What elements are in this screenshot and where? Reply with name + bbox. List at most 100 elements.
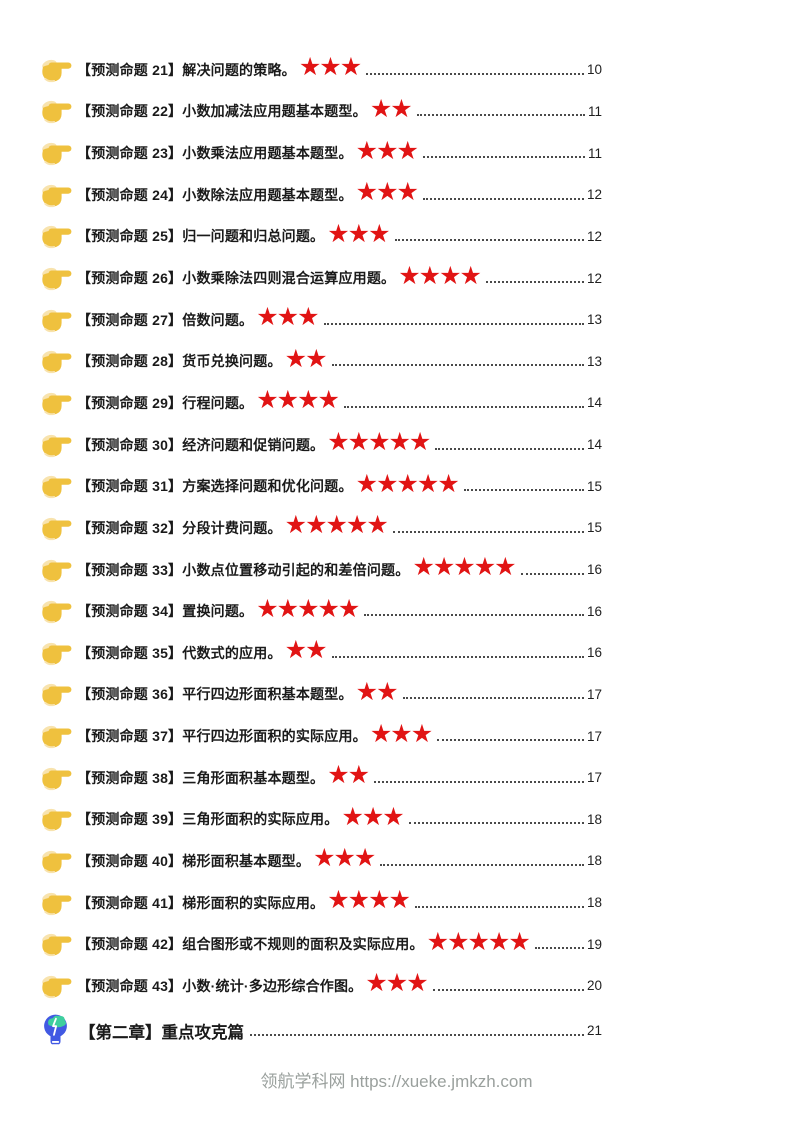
dot-leader <box>422 197 584 200</box>
toc-entry-label: 【预测命题 36】平行四边形面积基本题型。 <box>77 686 353 703</box>
toc-entry-page-number: 15 <box>586 478 602 494</box>
toc-entry[interactable]: 【预测命题 25】归一问题和归总问题。 ★★★ 12 <box>40 216 602 258</box>
pointing-finger-icon <box>42 850 72 874</box>
star-rating: ★★★ <box>365 969 428 998</box>
toc-entry[interactable]: 【预测命题 29】行程问题。 ★★★★ 14 <box>40 382 602 424</box>
toc-entry-page-number: 15 <box>586 520 602 536</box>
toc-entry-page-number: 13 <box>586 312 602 328</box>
star-rating: ★★★★ <box>256 386 340 415</box>
toc-entry-label: 【预测命题 24】小数除法应用题基本题型。 <box>77 186 353 203</box>
dot-leader <box>374 780 584 783</box>
toc-entry-label: 【预测命题 28】货币兑换问题。 <box>77 353 282 370</box>
star-rating: ★★★ <box>313 844 376 873</box>
toc-entry[interactable]: 【预测命题 31】方案选择问题和优化问题。 ★★★★★ 15 <box>40 465 602 507</box>
toc-entry[interactable]: 【预测命题 22】小数加减法应用题基本题型。 ★★ 11 <box>40 91 602 133</box>
toc-entry[interactable]: 【预测命题 42】组合图形或不规则的面积及实际应用。 ★★★★★ 19 <box>40 923 602 965</box>
toc-entry[interactable]: 【预测命题 33】小数点位置移动引起的和差倍问题。 ★★★★★ 16 <box>40 549 602 591</box>
toc-entry[interactable]: 【预测命题 39】三角形面积的实际应用。 ★★★ 18 <box>40 799 602 841</box>
toc-entry-page-number: 18 <box>586 895 602 911</box>
dot-leader <box>422 156 585 159</box>
toc-entry-label: 【预测命题 27】倍数问题。 <box>77 311 254 328</box>
star-rating: ★★ <box>355 677 399 706</box>
dot-leader <box>380 863 584 866</box>
toc-entry[interactable]: 【预测命题 21】解决问题的策略。 ★★★ 10 <box>40 49 602 91</box>
dot-leader <box>416 114 585 117</box>
pointing-finger-icon <box>42 351 72 374</box>
toc-entry[interactable]: 【预测命题 27】倍数问题。 ★★★ 13 <box>40 299 602 341</box>
toc-entry-label: 【预测命题 42】组合图形或不规则的面积及实际应用。 <box>77 936 424 953</box>
toc-entry-label: 【预测命题 35】代数式的应用。 <box>77 644 282 661</box>
star-rating: ★★★★ <box>398 261 482 290</box>
toc-entry-page-number: 16 <box>586 645 602 661</box>
dot-leader <box>485 281 584 284</box>
toc-chapter-entry[interactable]: 【第二章】重点攻克篇 21 <box>40 1009 602 1053</box>
dot-leader <box>437 739 584 742</box>
toc-entry-label: 【预测命题 30】经济问题和促销问题。 <box>77 436 325 453</box>
star-rating: ★★★★★ <box>426 927 531 956</box>
pointing-finger-icon <box>42 226 72 249</box>
dot-leader <box>402 697 584 700</box>
toc-entry[interactable]: 【预测命题 35】代数式的应用。 ★★ 16 <box>40 632 602 674</box>
toc-entry-page-number: 11 <box>587 103 602 119</box>
toc-entry[interactable]: 【预测命题 37】平行四边形面积的实际应用。 ★★★ 17 <box>40 715 602 757</box>
star-rating: ★★★★★ <box>412 553 516 581</box>
toc-entry-page-number: 19 <box>586 936 602 952</box>
pointing-finger-icon <box>42 684 72 707</box>
toc-entry[interactable]: 【预测命题 28】货币兑换问题。 ★★ 13 <box>40 340 602 382</box>
dot-leader <box>435 447 584 450</box>
star-rating: ★★★ <box>341 802 404 831</box>
star-rating: ★★★ <box>327 219 390 248</box>
toc-entry-label: 【预测命题 23】小数乘法应用题基本题型。 <box>77 145 353 162</box>
pointing-finger-icon <box>42 767 72 790</box>
toc-entry[interactable]: 【预测命题 32】分段计费问题。 ★★★★★ 15 <box>40 507 602 549</box>
toc-entry[interactable]: 【预测命题 26】小数乘除法四则混合运算应用题。 ★★★★ 12 <box>40 257 602 299</box>
toc-entry-page-number: 14 <box>586 395 602 411</box>
toc-entry[interactable]: 【预测命题 43】小数·统计·多边形综合作图。 ★★★ 20 <box>40 965 602 1007</box>
toc-chapter-label: 【第二章】重点攻克篇 <box>79 1023 244 1042</box>
toc-entry-page-number: 13 <box>586 353 602 369</box>
toc-entry-label: 【预测命题 37】平行四边形面积的实际应用。 <box>77 728 367 745</box>
pointing-finger-icon <box>42 975 72 999</box>
dot-leader <box>343 405 584 408</box>
toc-entry-page-number: 10 <box>586 62 602 78</box>
pointing-finger-icon <box>42 392 72 416</box>
star-rating: ★★★★★ <box>355 469 460 498</box>
toc-entry-page-number: 12 <box>586 270 602 286</box>
dot-leader <box>414 905 584 908</box>
toc-list: 【预测命题 21】解决问题的策略。 ★★★ 10 【预测命题 22】小数加减法应… <box>40 49 602 1007</box>
star-rating: ★★★★★ <box>327 428 431 457</box>
toc-chapter-page-number: 21 <box>586 1023 602 1039</box>
dot-leader <box>432 988 584 991</box>
pointing-finger-icon <box>42 892 72 915</box>
toc-entry[interactable]: 【预测命题 41】梯形面积的实际应用。 ★★★★ 18 <box>40 882 602 924</box>
pointing-finger-icon <box>42 267 72 291</box>
toc-entry[interactable]: 【预测命题 34】置换问题。 ★★★★★ 16 <box>40 590 602 632</box>
toc-entry[interactable]: 【预测命题 30】经济问题和促销问题。 ★★★★★ 14 <box>40 424 602 466</box>
toc-entry-label: 【预测命题 34】置换问题。 <box>77 603 254 620</box>
toc-entry[interactable]: 【预测命题 23】小数乘法应用题基本题型。 ★★★ 11 <box>40 132 602 174</box>
toc-entry-page-number: 17 <box>586 728 602 744</box>
dot-leader <box>364 614 584 617</box>
toc-entry-label: 【预测命题 25】归一问题和归总问题。 <box>77 228 325 245</box>
pointing-finger-icon <box>42 559 72 582</box>
footer-site-link[interactable]: 领航学科网 https://xueke.jmkzh.com <box>260 1072 533 1091</box>
toc-entry-label: 【预测命题 41】梯形面积的实际应用。 <box>77 894 325 911</box>
star-rating: ★★★ <box>298 53 362 82</box>
star-rating: ★★ <box>369 94 413 123</box>
toc-entry-page-number: 12 <box>586 228 602 244</box>
pointing-finger-icon <box>42 934 72 957</box>
toc-entry-page-number: 16 <box>586 603 602 619</box>
toc-entry[interactable]: 【预测命题 40】梯形面积基本题型。 ★★★ 18 <box>40 840 602 882</box>
star-rating: ★★★★★ <box>256 594 360 623</box>
toc-entry-label: 【预测命题 26】小数乘除法四则混合运算应用题。 <box>77 270 396 287</box>
dot-leader <box>331 364 584 367</box>
pointing-finger-icon <box>42 517 72 541</box>
toc-entry[interactable]: 【预测命题 24】小数除法应用题基本题型。 ★★★ 12 <box>40 174 602 216</box>
toc-entry[interactable]: 【预测命题 38】三角形面积基本题型。 ★★ 17 <box>40 757 602 799</box>
dot-leader <box>250 1033 584 1036</box>
toc-entry[interactable]: 【预测命题 36】平行四边形面积基本题型。 ★★ 17 <box>40 674 602 716</box>
star-rating: ★★ <box>284 636 328 665</box>
toc-entry-page-number: 14 <box>586 437 602 453</box>
dot-leader <box>392 530 584 533</box>
star-rating: ★★★ <box>355 178 419 207</box>
